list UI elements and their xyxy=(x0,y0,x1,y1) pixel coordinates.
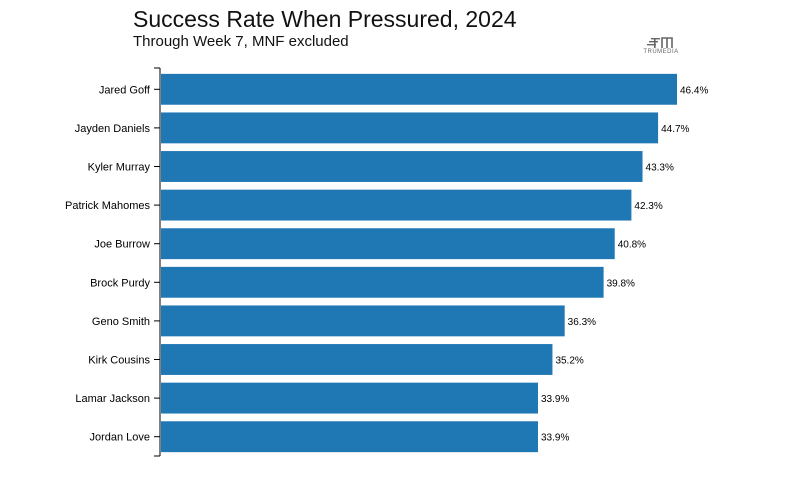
bar xyxy=(161,305,565,337)
chart-subtitle: Through Week 7, MNF excluded xyxy=(133,33,349,50)
data-label: 40.8% xyxy=(618,240,646,251)
y-tick-label: Jared Goff xyxy=(99,84,151,96)
bar xyxy=(161,112,659,144)
y-tick-label: Joe Burrow xyxy=(94,239,150,251)
data-label: 36.3% xyxy=(568,317,596,328)
y-tick-label: Jayden Daniels xyxy=(75,123,151,135)
bar xyxy=(161,151,643,182)
trumedia-logo-icon xyxy=(647,37,673,48)
bar xyxy=(161,228,615,260)
data-label: 39.8% xyxy=(607,278,635,289)
bar xyxy=(161,73,677,105)
chart-title: Success Rate When Pressured, 2024 xyxy=(133,6,517,32)
data-label: 43.3% xyxy=(646,163,674,174)
data-label: 33.9% xyxy=(541,394,569,405)
data-label: 35.2% xyxy=(555,356,583,367)
data-label: 46.4% xyxy=(680,85,708,96)
labels: Jared Goff 46.4% Jayden Daniels 44.7% Kyler … xyxy=(65,84,708,443)
y-tick-label: Geno Smith xyxy=(92,316,150,328)
bar xyxy=(161,344,553,375)
bar xyxy=(161,266,604,298)
bar xyxy=(161,189,632,221)
y-tick-label: Kyler Murray xyxy=(88,162,151,174)
y-tick-label: Kirk Cousins xyxy=(88,355,150,367)
bars xyxy=(161,73,677,453)
bar xyxy=(161,382,538,414)
bar xyxy=(161,421,538,453)
y-tick-label: Brock Purdy xyxy=(90,277,150,289)
y-tick-label: Lamar Jackson xyxy=(75,393,150,405)
trumedia-logo: TRUMEDIA xyxy=(636,36,686,58)
y-tick-label: Jordan Love xyxy=(89,432,150,444)
y-tick-label: Patrick Mahomes xyxy=(65,200,150,212)
data-label: 33.9% xyxy=(541,433,569,444)
data-label: 42.3% xyxy=(634,201,662,212)
y-axis xyxy=(154,67,161,457)
trumedia-logo-text: TRUMEDIA xyxy=(643,49,679,55)
data-label: 44.7% xyxy=(661,124,689,135)
